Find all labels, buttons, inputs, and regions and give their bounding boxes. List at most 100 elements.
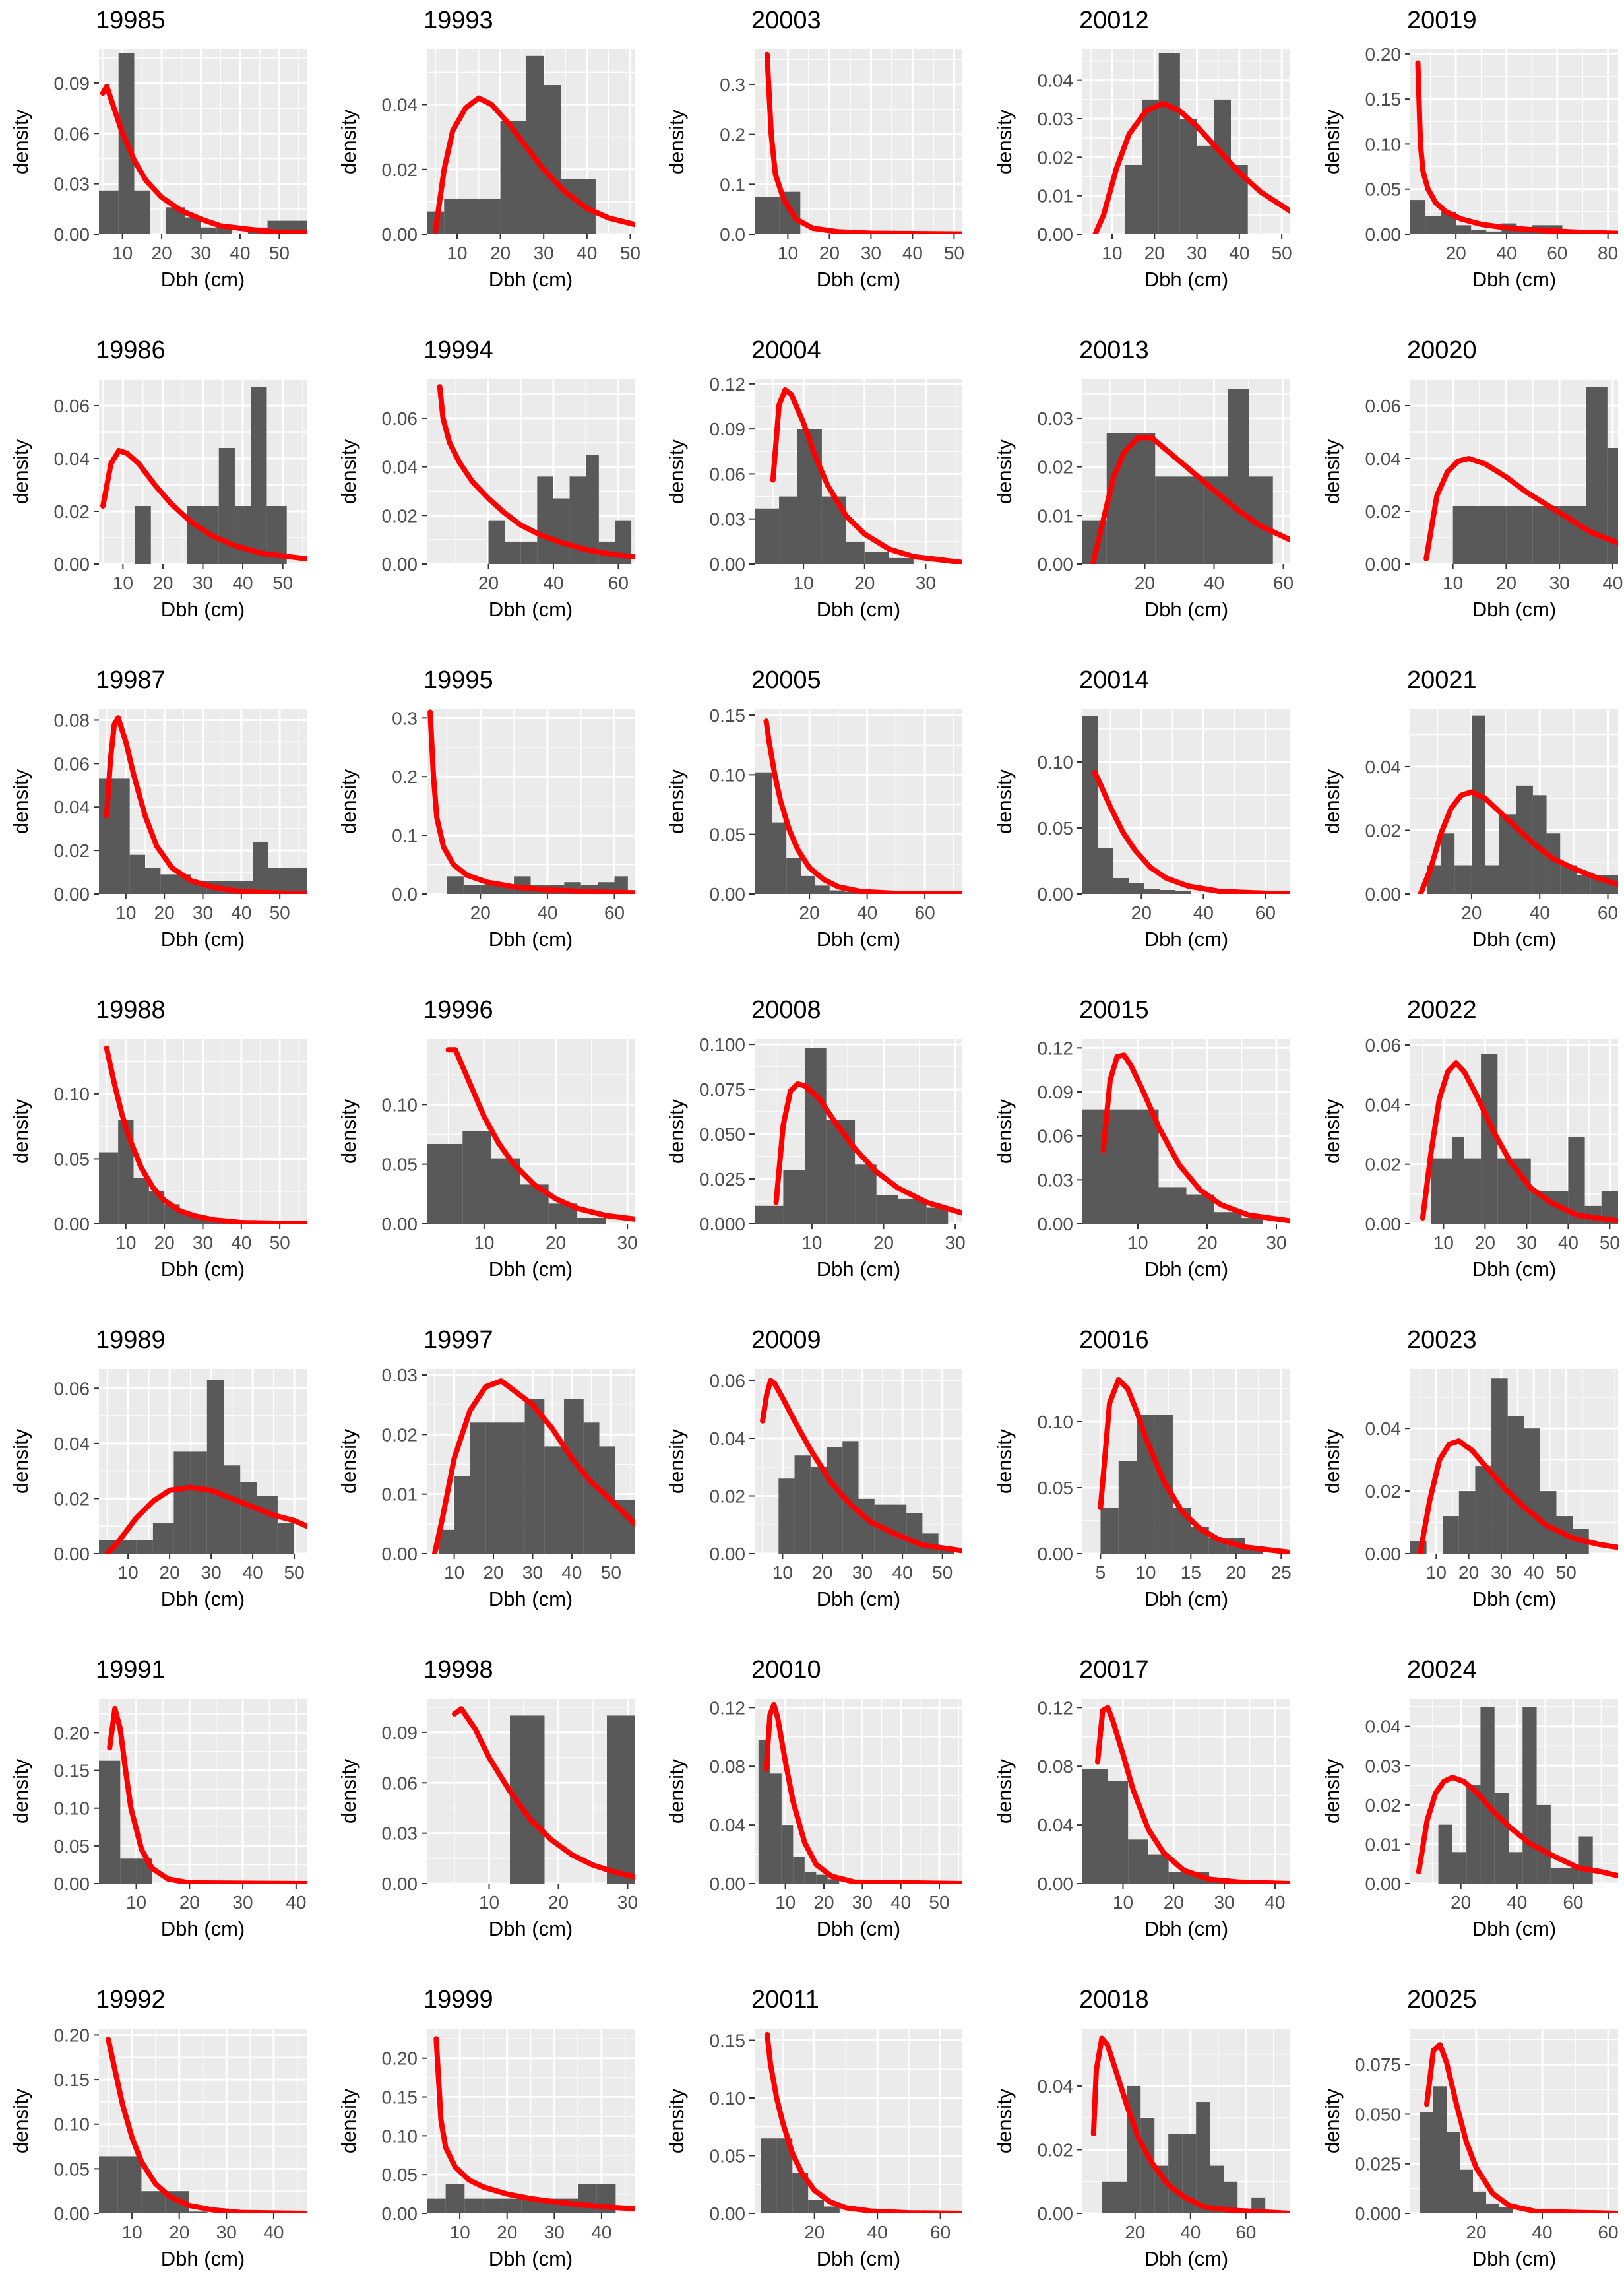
y-tick-label: 0.02	[1365, 1481, 1402, 1502]
histogram-bar	[470, 1422, 486, 1554]
y-axis-label: density	[337, 769, 360, 834]
histogram-bar	[770, 1773, 782, 1884]
histogram-bar	[1113, 878, 1129, 894]
y-axis-label: density	[665, 2088, 688, 2153]
histogram-bar	[808, 2200, 824, 2213]
density-curve	[107, 1705, 307, 1884]
histogram-bar	[826, 1120, 856, 1224]
y-tick-label: 0.03	[382, 1365, 418, 1385]
x-tick-label: 30	[1491, 1562, 1511, 1583]
histogram-bar	[772, 822, 787, 894]
x-tick-label: 60	[1598, 903, 1618, 923]
x-tick-label: 20	[1144, 243, 1165, 263]
x-tick-label: 40	[1558, 1232, 1578, 1253]
histogram-bar	[1452, 1137, 1464, 1224]
chart-panel: 10 20 30 40 50 0.00 0.05 0.10 19988 Dbh (cm) densi…	[9, 996, 307, 1281]
histogram-bar	[1168, 2134, 1183, 2213]
y-tick-label: 0.00	[54, 554, 90, 575]
x-axis-label: Dbh (cm)	[1144, 268, 1228, 291]
histogram-bar	[776, 2138, 793, 2213]
x-tick-label: 40	[1532, 2222, 1552, 2242]
histogram-bar	[99, 1760, 121, 1884]
x-tick-label: 20	[1125, 2222, 1145, 2242]
y-tick-label: 0.12	[1038, 1038, 1074, 1058]
histogram-bar	[1128, 1839, 1148, 1884]
y-axis-label: density	[993, 109, 1016, 174]
y-tick-label: 0.00	[382, 1544, 418, 1564]
panel-background	[427, 379, 635, 564]
y-tick-label: 0.03	[1365, 1756, 1402, 1776]
x-tick-label: 30	[1549, 573, 1570, 593]
y-tick-label: 0.09	[382, 1723, 418, 1743]
x-tick-label: 50	[601, 1562, 621, 1583]
x-tick-label: 20	[799, 903, 820, 923]
y-tick-label: 0.00	[1038, 224, 1074, 245]
histogram-bar	[1508, 1852, 1523, 1884]
density-curve	[437, 384, 635, 559]
histogram-bar	[1158, 53, 1180, 234]
panel-title: 20019	[1407, 7, 1477, 34]
y-tick-label: 0.075	[699, 1079, 745, 1100]
histogram-bar	[135, 506, 151, 564]
histogram-bar	[1452, 506, 1480, 564]
histogram-bar	[195, 1219, 211, 1224]
histogram-bar	[786, 858, 801, 894]
y-tick-label: 0.20	[382, 2048, 418, 2069]
y-tick-label: 0.2	[392, 767, 418, 787]
histogram-bar	[454, 1476, 470, 1554]
histogram-bar	[136, 1540, 153, 1554]
histogram-bar	[224, 1465, 241, 1554]
histogram-bar	[201, 227, 217, 234]
histogram-bar	[284, 868, 307, 894]
histogram-bar	[444, 198, 470, 234]
panel-title: 19989	[96, 1326, 166, 1354]
x-tick-label: 20	[1458, 1562, 1479, 1583]
x-axis-label: Dbh (cm)	[817, 2247, 900, 2270]
density-curve	[1415, 60, 1618, 234]
x-tick-label: 30	[852, 1892, 873, 1913]
x-tick-label: 60	[1598, 2222, 1618, 2242]
histogram-bar	[1144, 889, 1160, 894]
chart-panel: 10 20 30 40 0.00 0.05 0.10 0.15 0.20 19991 Dbh (cm…	[9, 1656, 307, 1940]
y-tick-label: 0.04	[1365, 1418, 1402, 1439]
y-tick-label: 0.02	[54, 1488, 90, 1509]
y-axis-label: density	[665, 109, 688, 174]
panel-title: 20014	[1079, 666, 1149, 694]
x-tick-label: 20	[154, 903, 175, 923]
histogram-bar	[253, 841, 268, 894]
x-tick-label: 40	[890, 1892, 911, 1913]
histogram-bar	[483, 2198, 503, 2213]
histogram-bar	[505, 542, 521, 564]
density-curve	[760, 1378, 962, 1554]
y-axis-label: density	[1321, 1428, 1344, 1494]
histogram-bar	[1425, 216, 1441, 234]
density-curve	[100, 84, 307, 234]
y-tick-label: 0.00	[710, 1874, 746, 1894]
y-tick-label: 0.05	[54, 1149, 90, 1169]
histogram-bar	[1507, 1416, 1524, 1554]
x-tick-label: 40	[1507, 1892, 1527, 1913]
x-tick-label: 60	[604, 903, 625, 923]
y-tick-label: 0.06	[1365, 1035, 1402, 1056]
chart-panel: 10 20 30 0.000 0.025 0.050 0.075 0.100 20008 Dbh …	[665, 996, 966, 1281]
y-tick-label: 0.00	[1038, 2204, 1074, 2224]
y-axis-label: density	[665, 769, 688, 834]
histogram-bar	[906, 1513, 923, 1554]
x-tick-label: 30	[191, 243, 211, 263]
histogram-bar	[816, 1874, 828, 1884]
histogram-bar	[190, 1451, 207, 1554]
histogram-bar	[488, 520, 505, 564]
x-axis-label: Dbh (cm)	[161, 928, 245, 951]
panel-background	[1082, 709, 1290, 894]
y-tick-label: 0.02	[54, 501, 90, 522]
chart-panel: 10 20 30 40 50 0.00 0.02 0.04 0.06 0.08 19987 Dbh (…	[9, 666, 307, 951]
x-axis-label: Dbh (cm)	[1472, 1917, 1556, 1940]
histogram-bar	[898, 1198, 927, 1224]
density-curve	[100, 448, 307, 561]
y-tick-label: 0.02	[1038, 2140, 1074, 2160]
panel-background	[1410, 49, 1618, 234]
x-tick-label: 20	[813, 1892, 834, 1913]
x-tick-label: 20	[854, 573, 875, 593]
y-tick-label: 0.04	[1038, 71, 1074, 91]
